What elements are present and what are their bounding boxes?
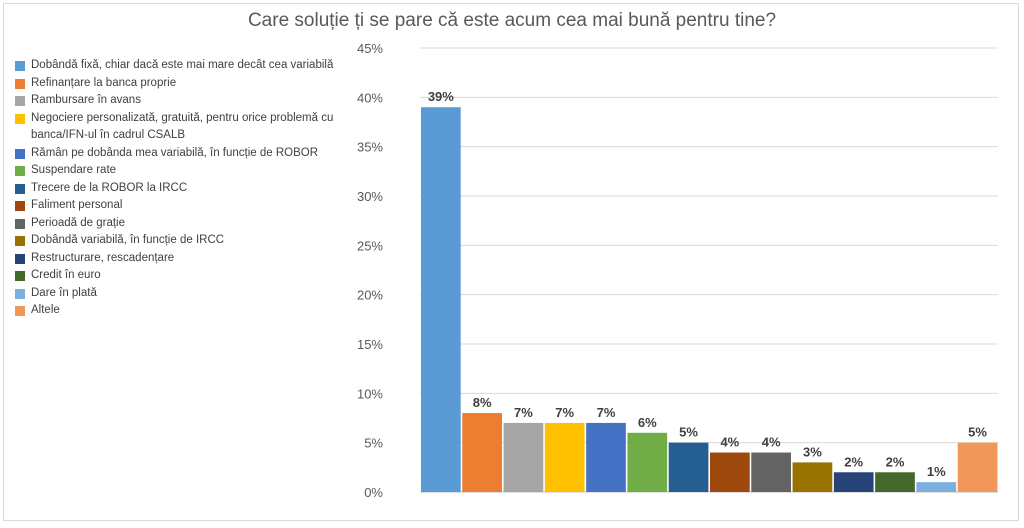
- data-label: 7%: [597, 405, 616, 420]
- legend-item: Faliment personal: [15, 197, 345, 215]
- bar: [710, 452, 750, 492]
- data-label: 7%: [555, 405, 574, 420]
- legend-item: Perioadă de grație: [15, 215, 345, 233]
- legend-label: Perioadă de grație: [31, 216, 125, 229]
- legend-swatch: [15, 288, 25, 299]
- y-tick-label: 10%: [357, 386, 383, 401]
- legend-swatch: [15, 113, 25, 124]
- legend-swatch: [15, 166, 25, 176]
- legend-swatch: [15, 78, 25, 89]
- bar: [627, 432, 668, 492]
- legend-swatch: [15, 96, 25, 106]
- legend-label: Restructurare, rescadențare: [31, 251, 175, 264]
- legend-item: Dobândă fixă, chiar dacă este mai mare d…: [15, 57, 345, 75]
- data-label: 8%: [473, 395, 492, 410]
- y-tick-label: 15%: [357, 337, 383, 352]
- data-label: 1%: [927, 464, 946, 479]
- bar: [833, 472, 874, 492]
- y-tick-label: 40%: [357, 90, 383, 105]
- legend-item: Rămân pe dobânda mea variabilă, în funcț…: [15, 145, 345, 163]
- legend-swatch: [15, 61, 25, 71]
- bar: [503, 422, 544, 492]
- legend-label: Dobândă variabilă, în funcție de IRCC: [31, 234, 225, 246]
- legend-label: Rambursare în avans: [31, 94, 141, 106]
- legend-label: Rămân pe dobânda mea variabilă, în funcț…: [31, 146, 319, 159]
- legend-item: Refinanțare la banca proprie: [15, 75, 345, 93]
- legend-item: Negociere personalizată, gratuită, pentr…: [15, 110, 345, 145]
- bar: [916, 482, 957, 492]
- bar: [544, 422, 585, 492]
- chart-frame: [3, 3, 1019, 521]
- legend-label: Faliment personal: [31, 199, 123, 211]
- bar: [875, 472, 915, 492]
- legend-swatch: [15, 306, 25, 316]
- y-tick-label: 45%: [357, 41, 383, 56]
- legend-swatch: [15, 271, 25, 281]
- bar: [462, 413, 502, 492]
- y-tick-label: 25%: [357, 238, 383, 253]
- bar: [668, 442, 709, 492]
- legend-label: Refinanțare la banca proprie: [31, 76, 177, 89]
- data-label: 2%: [886, 454, 905, 469]
- data-label: 5%: [679, 425, 698, 440]
- legend-item: Suspendare rate: [15, 162, 345, 180]
- data-label: 4%: [762, 435, 781, 450]
- bar: [586, 422, 626, 492]
- chart-legend: Dobândă fixă, chiar dacă este mai mare d…: [15, 57, 345, 320]
- data-label: 7%: [514, 405, 533, 420]
- legend-swatch: [15, 218, 25, 229]
- data-label: 2%: [844, 454, 863, 469]
- y-tick-label: 35%: [357, 140, 383, 155]
- y-tick-label: 5%: [364, 436, 383, 451]
- chart-title: Care soluție ți se pare că este acum cea…: [247, 10, 777, 31]
- legend-label: Trecere de la ROBOR la IRCC: [31, 181, 188, 194]
- legend-item: Dobândă variabilă, în funcție de IRCC: [15, 232, 345, 250]
- legend-swatch: [15, 236, 25, 246]
- legend-label: Dare în plată: [31, 286, 97, 299]
- y-tick-label: 30%: [357, 189, 383, 204]
- y-tick-label: 20%: [357, 288, 383, 303]
- legend-label: Suspendare rate: [31, 164, 117, 176]
- data-label: 5%: [968, 425, 987, 440]
- legend-swatch: [15, 253, 25, 264]
- legend-item: Restructurare, rescadențare: [15, 250, 345, 268]
- legend-label: Negociere personalizată, gratuită, pentr…: [31, 111, 334, 142]
- bar: [792, 462, 833, 492]
- legend-item: Altele: [15, 302, 345, 320]
- legend-label: Dobândă fixă, chiar dacă este mai mare d…: [31, 59, 334, 71]
- legend-label: Credit în euro: [31, 269, 101, 281]
- legend-swatch: [15, 201, 25, 211]
- legend-label: Altele: [31, 304, 60, 316]
- legend-item: Trecere de la ROBOR la IRCC: [15, 180, 345, 198]
- legend-item: Dare în plată: [15, 285, 345, 303]
- y-tick-label: 0%: [364, 485, 383, 500]
- data-label: 3%: [803, 444, 822, 459]
- legend-swatch: [15, 183, 25, 194]
- bar: [751, 452, 791, 492]
- data-label: 4%: [720, 435, 739, 450]
- bar: [421, 107, 461, 492]
- legend-item: Rambursare în avans: [15, 92, 345, 110]
- bar: [957, 442, 998, 492]
- data-label: 6%: [638, 415, 657, 430]
- data-label: 39%: [428, 89, 454, 104]
- legend-swatch: [15, 148, 25, 159]
- legend-item: Credit în euro: [15, 267, 345, 285]
